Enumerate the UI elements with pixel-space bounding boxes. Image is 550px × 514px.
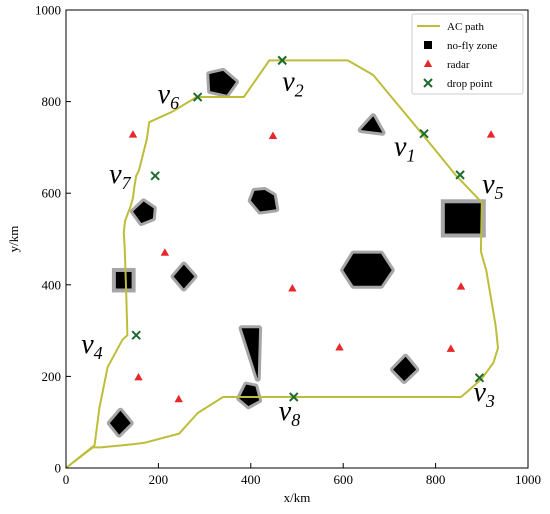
drop-label-letter: v	[482, 169, 495, 200]
no-fly-zone	[390, 353, 420, 384]
drop-point-marker	[455, 170, 465, 180]
drop-label-subscript: 5	[495, 183, 504, 203]
drop-point-stroke	[150, 171, 160, 181]
x-tick-label: 1000	[515, 472, 541, 487]
no-fly-zone	[115, 271, 132, 289]
drop-point-label: v8	[279, 396, 300, 430]
drop-point-label: v1	[394, 132, 415, 166]
drop-point-stroke	[277, 55, 287, 66]
drop-label-subscript: 2	[295, 80, 304, 100]
drop-label-subscript: 7	[122, 173, 132, 193]
legend-label: radar	[447, 59, 470, 71]
x-tick-label: 200	[149, 472, 169, 487]
drop-point-stroke	[419, 128, 429, 139]
y-tick-label: 1000	[35, 3, 61, 18]
no-fly-zone	[206, 67, 240, 98]
drop-label-letter: v	[109, 159, 122, 190]
drop-point-stroke	[474, 373, 485, 383]
radar-marker	[174, 394, 183, 403]
no-fly-zone	[106, 407, 134, 438]
drop-point-marker	[419, 128, 429, 139]
no-fly-zone	[129, 198, 157, 226]
drop-point-marker	[131, 330, 141, 340]
legend: AC path no-fly zone radar drop point	[411, 13, 524, 95]
drop-label-subscript: 8	[291, 410, 300, 430]
no-fly-zones	[106, 67, 486, 438]
y-tick-label: 0	[55, 461, 62, 476]
drop-point-marker	[474, 373, 485, 383]
plot-frame	[65, 9, 529, 469]
drop-label-letter: v	[158, 79, 171, 110]
no-fly-zone	[238, 325, 263, 382]
legend-entries: AC path no-fly zone radar drop point	[417, 21, 498, 90]
radar-marker	[160, 248, 170, 256]
drop-point-label: v2	[282, 66, 303, 100]
radar-marker	[335, 343, 344, 351]
drop-point-label: v6	[158, 79, 179, 113]
no-fly-zone	[170, 261, 198, 292]
drop-label-letter: v	[394, 132, 407, 163]
drop-label-letter: v	[81, 329, 94, 360]
drop-point-stroke	[192, 92, 203, 102]
x-tick-label: 800	[426, 472, 446, 487]
drop-point-marker	[277, 55, 287, 66]
legend-label: no-fly zone	[447, 40, 498, 52]
legend-label: AC path	[447, 21, 484, 33]
no-fly-zone	[340, 250, 395, 289]
y-tick-label: 800	[42, 94, 62, 109]
drop-point-marker	[192, 92, 203, 102]
radar-marker	[268, 131, 278, 139]
ac-path-layer	[65, 59, 499, 469]
drop-point-label: v4	[81, 329, 102, 363]
radar-marker	[456, 282, 466, 290]
radar-marker	[134, 372, 143, 381]
drop-label-subscript: 6	[170, 93, 179, 113]
radar-marker	[128, 130, 138, 138]
drop-label-letter: v	[473, 377, 486, 408]
drop-points	[131, 55, 485, 402]
drop-label-letter: v	[279, 396, 292, 427]
x-tick-label: 400	[241, 472, 261, 487]
ac-path	[65, 59, 499, 469]
drop-label-letter: v	[282, 66, 295, 97]
drop-point-label: v3	[473, 377, 494, 411]
legend-marker-x	[423, 78, 433, 88]
x-tick-label: 600	[333, 472, 353, 487]
y-axis-label: y/km	[6, 226, 21, 253]
no-fly-zone	[357, 113, 386, 136]
radar-marker	[288, 283, 297, 292]
no-fly-zone	[236, 381, 263, 410]
y-tick-label: 600	[42, 186, 62, 201]
drop-point-marker	[150, 171, 160, 181]
drop-label-subscript: 1	[406, 146, 415, 166]
drop-point-stroke	[455, 170, 465, 180]
drop-point-marker	[289, 392, 299, 402]
legend-marker-triangle	[423, 59, 433, 67]
radar-marker	[446, 344, 456, 352]
y-tick-label: 200	[42, 369, 62, 384]
legend-marker-square	[424, 41, 432, 49]
legend-box	[411, 13, 524, 95]
axis-ticks: 0 200 400 600 800 1000 0 200 400 600 800 1000	[35, 3, 541, 488]
x-tick-label: 0	[63, 472, 70, 487]
drop-label-subscript: 3	[485, 391, 495, 411]
no-fly-zone	[247, 186, 280, 215]
drop-point-stroke	[289, 392, 299, 402]
no-fly-zone	[444, 203, 482, 234]
drop-point-label: v5	[482, 169, 503, 203]
y-tick-label: 400	[42, 277, 62, 292]
drop-label-subscript: 4	[94, 343, 103, 363]
radars	[128, 130, 496, 403]
radar-marker	[486, 130, 496, 138]
x-axis-label: x/km	[284, 490, 311, 505]
legend-label: drop point	[447, 78, 493, 90]
drop-point-stroke	[131, 330, 141, 340]
drop-point-label: v7	[109, 159, 131, 193]
